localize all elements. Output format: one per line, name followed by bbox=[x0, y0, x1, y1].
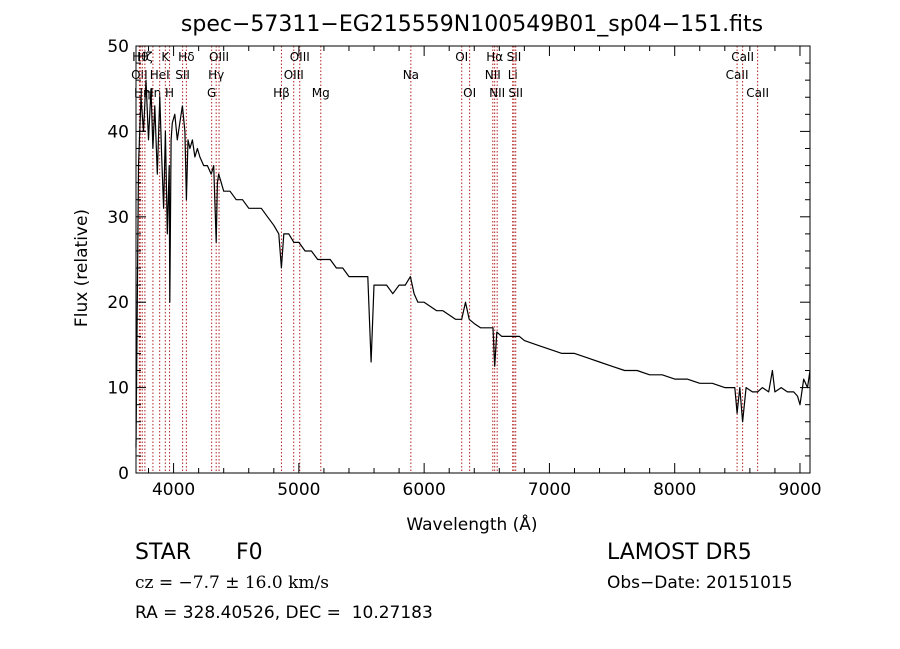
line-marker-label-16: Mg bbox=[312, 86, 330, 100]
line-marker-label-0: OII bbox=[131, 68, 148, 82]
x-tick-label: 8000 bbox=[653, 480, 696, 500]
spectrum-series-0 bbox=[135, 79, 811, 448]
line-marker-label-14: OIII bbox=[284, 68, 304, 82]
line-marker-label-27: CaII bbox=[731, 50, 754, 64]
x-axis-label: Wavelength (Å) bbox=[406, 513, 537, 535]
y-tick-label: 20 bbox=[107, 293, 129, 313]
coordinates: RA = 328.40526, DEC = 10.27183 bbox=[135, 603, 433, 623]
line-marker-label-20: NII bbox=[485, 68, 501, 82]
obs-date: Obs−Date: 20151015 bbox=[607, 573, 793, 593]
line-marker-label-17: Na bbox=[403, 68, 419, 82]
subclass: F0 bbox=[236, 540, 263, 565]
line-marker-label-21: Hα bbox=[486, 50, 503, 64]
line-markers: OIIHθHηHζHηHeIKHSIIHδGHγOIIIHβOIIIOIIIMg… bbox=[131, 46, 769, 473]
line-marker-label-24: SII bbox=[507, 50, 522, 64]
line-marker-label-25: SII bbox=[508, 86, 523, 100]
line-marker-label-23: Li bbox=[508, 68, 518, 82]
line-marker-label-13: Hβ bbox=[273, 86, 290, 100]
line-marker-label-15: OIII bbox=[290, 50, 310, 64]
plot-frame bbox=[135, 45, 811, 474]
y-tick-label: 10 bbox=[107, 379, 129, 399]
line-marker-label-5: HeI bbox=[150, 68, 170, 82]
line-marker-label-26: CaII bbox=[726, 68, 749, 82]
line-marker-label-3: Hζ bbox=[137, 50, 153, 64]
line-marker-label-8: SII bbox=[175, 68, 190, 82]
x-tick-label: 9000 bbox=[778, 480, 821, 500]
y-axis-label: Flux (relative) bbox=[72, 209, 92, 327]
line-marker-label-19: OI bbox=[463, 86, 476, 100]
line-marker-label-22: NII bbox=[489, 86, 505, 100]
x-tick-label: 4000 bbox=[152, 480, 195, 500]
y-tick-label: 0 bbox=[118, 464, 129, 484]
chart-title: spec−57311−EG215559N100549B01_sp04−151.f… bbox=[181, 12, 763, 37]
line-marker-label-4: Hη bbox=[145, 86, 162, 100]
object-class: STAR bbox=[135, 540, 192, 565]
line-marker-label-6: K bbox=[161, 50, 170, 64]
line-marker-label-9: Hδ bbox=[178, 50, 194, 64]
y-tick-label: 30 bbox=[107, 208, 129, 228]
line-marker-label-11: Hγ bbox=[208, 68, 224, 82]
line-marker-label-28: CaII bbox=[746, 86, 769, 100]
y-tick-label: 40 bbox=[107, 122, 129, 142]
x-tick-label: 5000 bbox=[277, 480, 320, 500]
x-tick-label: 7000 bbox=[528, 480, 571, 500]
line-marker-label-7: H bbox=[165, 86, 174, 100]
line-marker-label-10: G bbox=[207, 86, 216, 100]
x-tick-label: 6000 bbox=[403, 480, 446, 500]
survey-name: LAMOST DR5 bbox=[607, 540, 752, 565]
axes: 4000 5000 6000 7000 8000 9000 0 10 20 30 40 50 bbox=[107, 37, 821, 500]
redshift-text: cz = −7.7 ± 16.0 km/s bbox=[135, 573, 329, 593]
plot-area bbox=[135, 79, 811, 448]
line-marker-label-12: OIII bbox=[209, 50, 229, 64]
y-tick-label: 50 bbox=[107, 37, 129, 57]
line-marker-label-18: OI bbox=[455, 50, 468, 64]
